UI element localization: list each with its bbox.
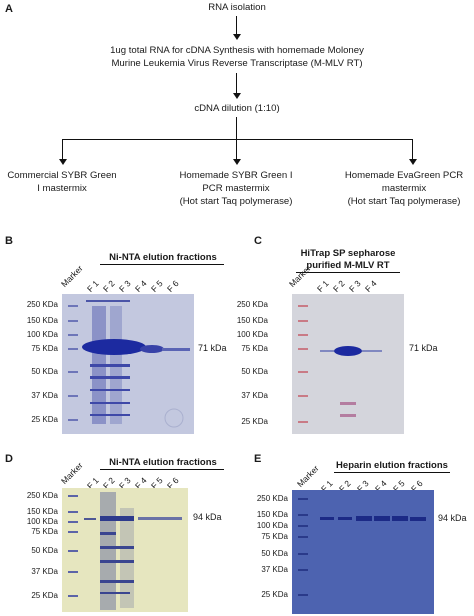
panel-c-mw-label: 37 KDa bbox=[241, 391, 268, 400]
panel-d-mw-label: 75 KDa bbox=[31, 527, 58, 536]
branch-evagreen-line3: (Hot start Taq polymerase) bbox=[347, 196, 461, 207]
flow-arrow-mid bbox=[236, 139, 237, 161]
panel-e-lane-label: Marker bbox=[294, 463, 321, 489]
panel-c-band-label: 71 kDa bbox=[409, 343, 438, 353]
panel-c-lane-label: F 4 bbox=[362, 278, 379, 294]
panel-b-mw-label: 25 KDa bbox=[31, 415, 58, 424]
panel-e-mw-label: 150 KDa bbox=[256, 510, 288, 519]
panel-a-letter: A bbox=[5, 3, 13, 15]
panel-b-mw-label: 37 KDa bbox=[31, 391, 58, 400]
panel-b-mw-label: 75 KDa bbox=[31, 344, 58, 353]
panel-d-gel-image bbox=[62, 488, 188, 612]
panel-b-mw-label: 250 KDa bbox=[26, 300, 58, 309]
flow-arrow-right bbox=[412, 139, 413, 161]
flow-step-rna-isolation: RNA isolation bbox=[208, 2, 266, 13]
panel-d-title-underline bbox=[100, 469, 224, 470]
panel-c-lane-label: F 3 bbox=[346, 278, 363, 294]
panel-d-letter: D bbox=[5, 453, 13, 465]
panel-b-lane-label: F 2 bbox=[100, 278, 117, 294]
branch-evagreen-line1: Homemade EvaGreen PCR bbox=[344, 170, 464, 181]
flow-arrowhead-2 bbox=[233, 93, 241, 99]
panel-c-mw-label: 25 KDa bbox=[241, 417, 268, 426]
flow-arrowhead-1 bbox=[233, 34, 241, 40]
panel-c-mw-label: 100 KDa bbox=[236, 330, 268, 339]
panel-b-lane-label: F 6 bbox=[164, 278, 181, 294]
flow-branch-line bbox=[62, 139, 412, 140]
panel-b-mw-label: 100 KDa bbox=[26, 330, 58, 339]
panel-b-mw-label: 50 KDa bbox=[31, 367, 58, 376]
panel-d-lane-label: Marker bbox=[58, 460, 85, 486]
panel-c-letter: C bbox=[254, 235, 262, 247]
flow-arrowhead-left bbox=[59, 159, 67, 165]
panel-b-lane-label: Marker bbox=[58, 263, 85, 289]
branch-homemade-sybr-line2: PCR mastermix bbox=[202, 183, 270, 194]
panel-d-title: Ni-NTA elution fractions bbox=[109, 457, 217, 468]
panel-d-band-label: 94 kDa bbox=[193, 512, 222, 522]
flow-trunk-line bbox=[236, 117, 237, 139]
flow-arrowhead-mid bbox=[233, 159, 241, 165]
panel-b-title: Ni-NTA elution fractions bbox=[109, 252, 217, 263]
branch-homemade-sybr-line1: Homemade SYBR Green I bbox=[179, 170, 293, 181]
panel-e-mw-label: 75 KDa bbox=[261, 532, 288, 541]
panel-e-mw-label: 100 KDa bbox=[256, 521, 288, 530]
branch-evagreen-line2: mastermix bbox=[381, 183, 427, 194]
panel-d-mw-label: 150 KDa bbox=[26, 507, 58, 516]
panel-e-mw-label: 37 KDa bbox=[261, 565, 288, 574]
panel-e-mw-label: 50 KDa bbox=[261, 549, 288, 558]
flow-arrow-left bbox=[62, 139, 63, 161]
panel-c-title-underline bbox=[296, 272, 400, 273]
panel-d-mw-label: 25 KDa bbox=[31, 591, 58, 600]
branch-commercial-sybr-line2: I mastermix bbox=[37, 183, 87, 194]
panel-e-band-label: 94 kDa bbox=[438, 513, 467, 523]
panel-d-mw-label: 250 KDa bbox=[26, 491, 58, 500]
panel-c-gel-image bbox=[292, 294, 404, 434]
branch-commercial-sybr-line1: Commercial SYBR Green bbox=[7, 170, 117, 181]
panel-d-mw-label: 50 KDa bbox=[31, 546, 58, 555]
flow-step-cdna-synthesis-line2: Murine Leukemia Virus Reverse Transcript… bbox=[111, 58, 363, 69]
panel-b-lane-label: F 4 bbox=[132, 278, 149, 294]
panel-c-title-line2: purified M-MLV RT bbox=[306, 260, 390, 271]
panel-c-lane-label: F 1 bbox=[314, 278, 331, 294]
panel-e-mw-label: 25 KDa bbox=[261, 590, 288, 599]
panel-b-lane-label: F 3 bbox=[116, 278, 133, 294]
branch-homemade-sybr-line3: (Hot start Taq polymerase) bbox=[179, 196, 293, 207]
panel-e-gel-image bbox=[292, 490, 434, 614]
flow-step-cdna-dilution: cDNA dilution (1:10) bbox=[194, 103, 280, 114]
panel-b-mw-label: 150 KDa bbox=[26, 316, 58, 325]
panel-c-mw-label: 50 KDa bbox=[241, 367, 268, 376]
panel-e-letter: E bbox=[254, 453, 262, 465]
panel-c-mw-label: 250 KDa bbox=[236, 300, 268, 309]
panel-c-mw-label: 75 KDa bbox=[241, 344, 268, 353]
panel-b-lane-label: F 5 bbox=[148, 278, 165, 294]
flow-arrow-2 bbox=[236, 73, 237, 95]
panel-d-mw-label: 37 KDa bbox=[31, 567, 58, 576]
panel-e-title-underline bbox=[334, 472, 450, 473]
panel-e-title: Heparin elution fractions bbox=[336, 460, 448, 471]
panel-c-mw-label: 150 KDa bbox=[236, 316, 268, 325]
flow-arrowhead-right bbox=[409, 159, 417, 165]
panel-c-lane-label: Marker bbox=[286, 263, 313, 289]
flow-arrow-1 bbox=[236, 16, 237, 36]
panel-b-band-label: 71 kDa bbox=[198, 343, 227, 353]
flow-step-cdna-synthesis-line1: 1ug total RNA for cDNA Synthesis with ho… bbox=[110, 45, 364, 56]
panel-c-title-line1: HiTrap SP sepharose bbox=[300, 248, 396, 259]
panel-b-gel-image bbox=[62, 294, 194, 434]
panel-b-title-underline bbox=[100, 264, 224, 265]
panel-b-letter: B bbox=[5, 235, 13, 247]
panel-c-lane-label: F 2 bbox=[330, 278, 347, 294]
panel-b-lane-label: F 1 bbox=[84, 278, 101, 294]
panel-d-mw-label: 100 KDa bbox=[26, 517, 58, 526]
panel-e-mw-label: 250 KDa bbox=[256, 494, 288, 503]
